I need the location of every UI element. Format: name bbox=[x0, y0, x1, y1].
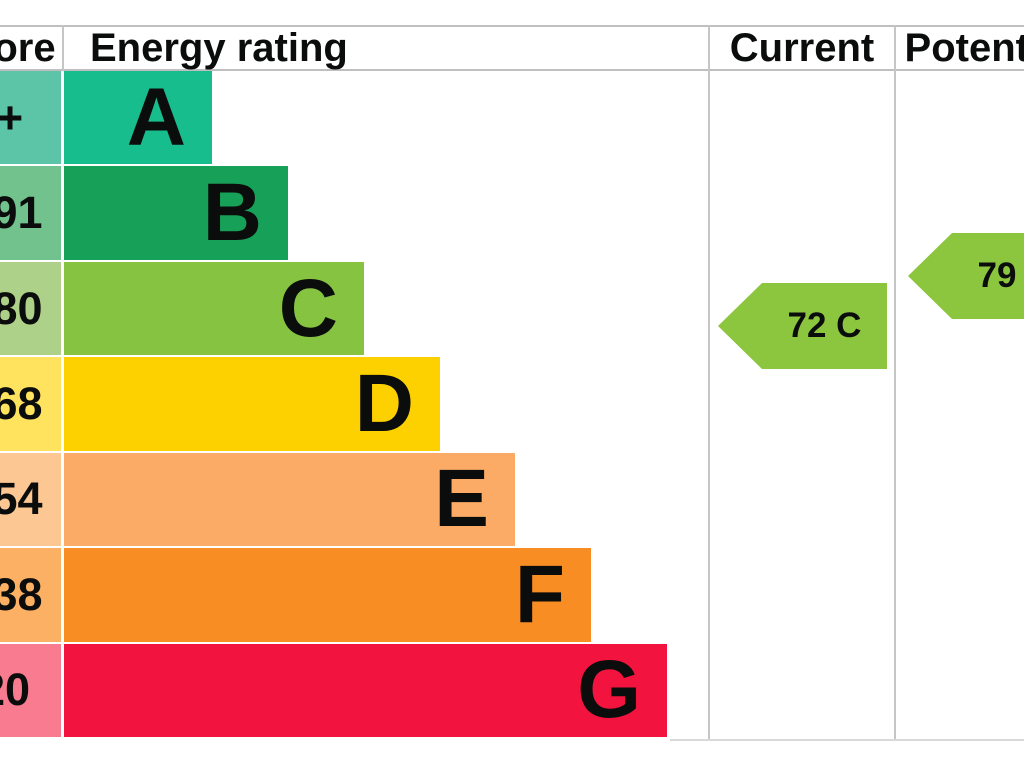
current-column-divider bbox=[708, 25, 710, 741]
potential-column-divider bbox=[894, 25, 896, 741]
score-range-b: 81-91 bbox=[0, 166, 61, 260]
band-row-c: 69-80 C bbox=[0, 261, 669, 357]
band-bar-a: A bbox=[64, 71, 212, 165]
table-bottom-border bbox=[670, 739, 1024, 741]
score-range-d: 55-68 bbox=[0, 357, 61, 451]
band-rows: 92+ A 81-91 B 69-80 C 55-68 D 39-54 E 21… bbox=[0, 71, 669, 739]
score-column-divider bbox=[62, 25, 64, 71]
band-row-g: 1-20 G bbox=[0, 643, 669, 739]
band-row-e: 39-54 E bbox=[0, 452, 669, 548]
band-row-f: 21-38 F bbox=[0, 548, 669, 643]
energy-rating-column-header: Energy rating bbox=[90, 26, 348, 70]
current-rating-label: 72 C bbox=[787, 306, 862, 345]
band-row-d: 55-68 D bbox=[0, 357, 669, 452]
score-range-g: 1-20 bbox=[0, 643, 61, 737]
potential-rating-label: 79 C bbox=[977, 256, 1024, 295]
score-range-e: 39-54 bbox=[0, 452, 61, 547]
band-bar-e: E bbox=[64, 452, 515, 547]
header-bottom-border bbox=[0, 69, 1024, 71]
score-column-header: Score bbox=[0, 26, 56, 70]
score-range-f: 21-38 bbox=[0, 548, 61, 642]
current-column-header: Current bbox=[729, 26, 875, 70]
score-range-c: 69-80 bbox=[0, 261, 61, 356]
band-bar-c: C bbox=[64, 261, 364, 356]
potential-column-header: Potential bbox=[904, 26, 1024, 70]
band-row-a: 92+ A bbox=[0, 71, 669, 166]
band-bar-f: F bbox=[64, 548, 591, 642]
band-bar-d: D bbox=[64, 357, 440, 451]
band-bar-g: G bbox=[64, 643, 667, 737]
band-row-b: 81-91 B bbox=[0, 166, 669, 261]
band-bar-b: B bbox=[64, 166, 288, 260]
current-rating-arrow: 72 C bbox=[718, 283, 887, 369]
potential-rating-arrow: 79 C bbox=[908, 233, 1024, 319]
score-range-a: 92+ bbox=[0, 71, 61, 165]
table-top-border bbox=[0, 25, 1024, 27]
